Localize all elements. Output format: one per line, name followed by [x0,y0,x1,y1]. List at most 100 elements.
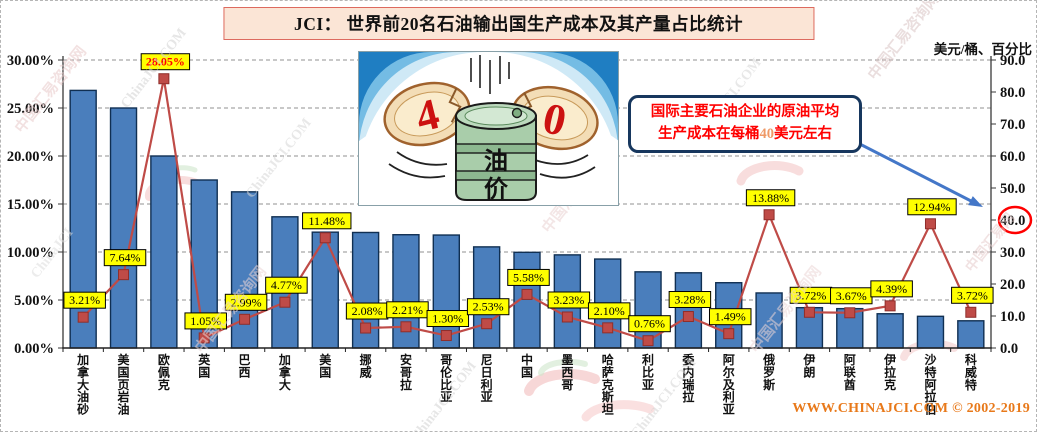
annotation-arrow-line [849,137,974,204]
data-label-box [140,53,191,71]
right-axis-tick-label: 30.0 [1000,245,1025,261]
cost-bar-23 [957,320,985,349]
logo-swoosh-decoration [524,369,600,396]
share-marker-15 [642,335,654,347]
data-label-text: 5.58% [513,270,544,284]
data-label-text: 1.49% [715,310,746,324]
annotation-callout: 国际主要石油企业的原油平均 生产成本在每桶40美元左右 [628,95,862,153]
share-marker-6 [279,296,291,308]
cost-bar-22 [916,315,945,349]
share-marker-1 [77,311,89,323]
data-label-text: 2.10% [594,304,625,318]
share-marker-14 [602,322,614,334]
left-axis-tick-label: 25.00% [7,101,54,117]
x-category-label: 英国 [198,352,211,379]
left-axis-tick-label: 5.00% [14,293,54,309]
data-label-box [628,315,671,333]
data-label-text: 4.39% [876,282,907,296]
share-marker-17 [723,328,735,340]
share-marker-3 [158,73,170,85]
x-category-label: 伊朗 [802,352,815,379]
data-label-box [668,291,712,309]
data-label-text: 2.99% [231,295,262,309]
oil-barrel-breaking-40-illustration: 4 0 [304,52,674,372]
data-label-text: 3.23% [553,293,584,307]
data-label-box [63,291,106,309]
x-category-label: 美国 [319,352,332,379]
annotation-arrow-head [968,196,983,207]
x-category-label: 中国 [521,352,533,379]
x-category-label: 伊拉克 [883,352,896,392]
right-axis-tick-label: 50.0 [1000,181,1025,197]
share-marker-10 [440,330,452,342]
data-label-box [426,310,470,328]
right-axis-tick-label: 40.0 [1000,213,1025,229]
cost-bar-16 [674,272,703,349]
share-marker-2 [118,269,130,281]
data-label-box [466,298,510,316]
website-copyright-text: WWW.CHINAJCI.COM © 2002-2019 [792,401,1030,416]
data-label-box [507,268,550,286]
data-label-text: 1.05% [190,314,221,328]
falling-speed-lines [470,55,510,94]
data-label-box [386,301,429,319]
data-label-text: 2.08% [352,304,383,318]
data-label-text: 0.76% [634,317,665,331]
data-label-box [184,312,227,330]
x-category-label: 阿联酋 [844,353,856,392]
oil-price-cartoon-image: 4 0 [304,51,674,372]
data-label-box [951,286,994,304]
logo-swoosh-decoration [581,400,655,422]
cost-bar-3 [150,155,178,349]
x-category-label: 委内瑞拉 [681,352,695,404]
cost-bar-18 [755,292,783,349]
logo-swoosh-decoration [538,358,588,376]
chart-title: JCI： 世界前20名石油输出国生产成本及其产量占比统计 [222,7,815,40]
x-category-label: 尼日利亚 [481,353,493,404]
barrel-text-price: 价 [484,176,509,203]
share-marker-7 [319,232,331,244]
data-label-text: 4.77% [271,278,302,292]
data-label-box [745,189,796,207]
share-marker-23 [965,306,977,318]
share-marker-11 [481,318,493,330]
data-label-box [587,302,631,320]
right-axis-tick-label: 10.0 [1000,309,1025,325]
data-label-box [547,291,591,309]
share-marker-12 [521,288,533,300]
logo-swoosh-decoration [736,161,804,186]
share-marker-20 [844,307,856,319]
right-axis-tick-label: 60.0 [1000,149,1025,165]
oil-barrel: 油 价 [455,102,537,203]
share-marker-9 [400,321,412,333]
left-axis-tick-label: 10.00% [7,245,54,261]
data-label-box [103,249,147,267]
annotation-line1: 国际主要石油企业的原油平均 [650,104,840,120]
right-axis-tick-label: 20.0 [1000,277,1025,293]
share-marker-18 [763,209,775,221]
barrel-text-oil: 油 [484,148,508,175]
x-category-label: 墨西哥 [561,353,573,392]
x-category-label: 欧佩克 [158,352,170,392]
left-axis-tick-label: 20.00% [7,149,54,165]
x-category-label: 阿尔及利亚 [723,353,736,417]
data-label-text: 1.30% [432,312,463,326]
data-label-text: 3.72% [957,288,988,302]
x-category-label: 哥伦比亚 [440,353,453,404]
share-marker-21 [884,300,896,312]
cost-bar-7 [311,231,339,349]
data-label-text: 3.28% [674,293,705,307]
right-axis-tick-label: 90.0 [1000,53,1025,69]
share-marker-13 [561,311,573,323]
share-marker-22 [924,218,936,230]
x-category-label: 加拿大 [278,352,292,392]
share-marker-5 [239,313,251,325]
x-category-label: 加拿大油砂 [76,352,90,417]
share-marker-16 [682,311,694,323]
annotation-line2-post: 美元左右 [774,125,832,142]
data-label-box [708,308,752,326]
data-label-text: 3.67% [836,289,867,303]
broken-piece-left: 4 [383,81,471,147]
x-category-label: 哈萨克斯坦 [602,352,614,417]
